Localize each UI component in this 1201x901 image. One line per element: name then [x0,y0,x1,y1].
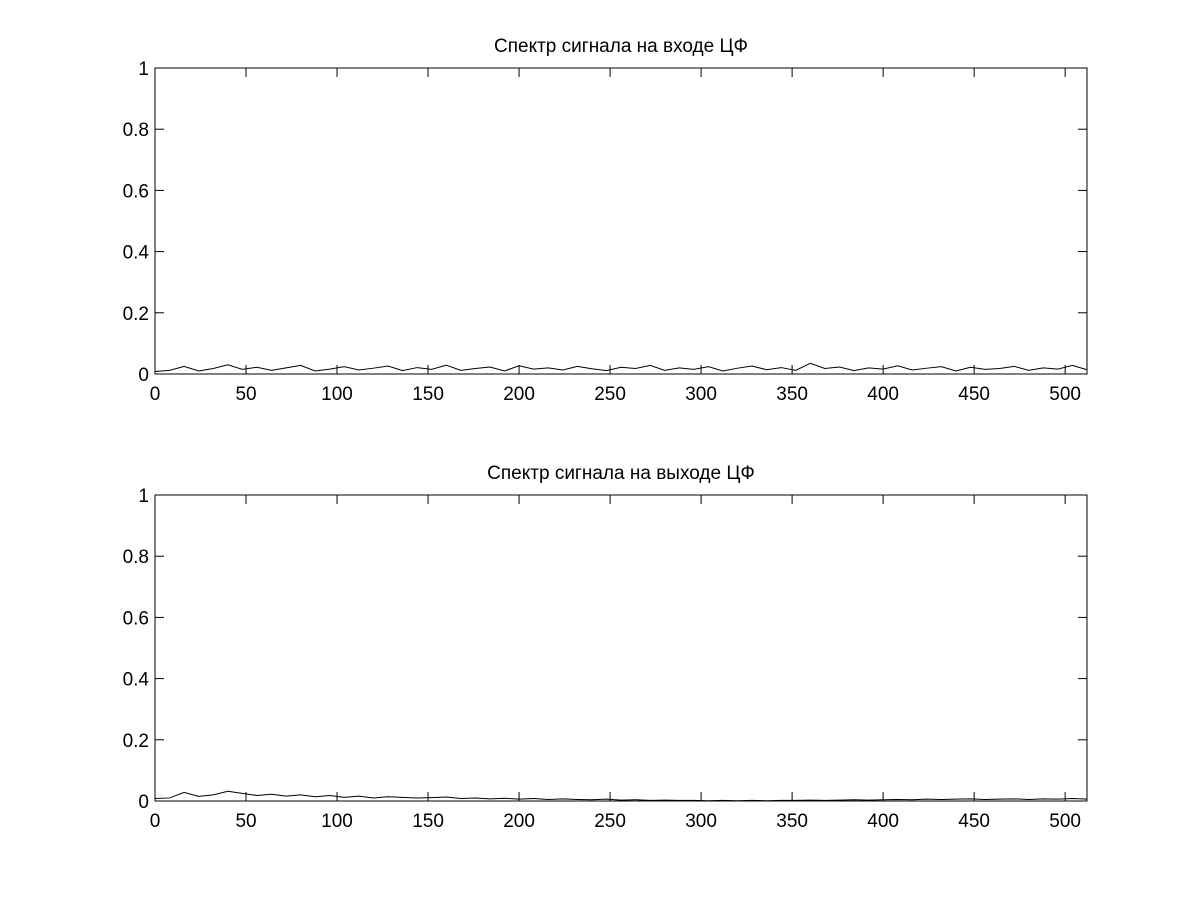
y-tick-label: 0.2 [123,304,149,325]
y-tick-label: 0.2 [123,731,149,752]
y-tick-label: 0.6 [123,608,149,629]
y-tick-label: 1 [138,486,149,507]
y-tick-label: 0.4 [123,243,150,264]
x-tick-label: 0 [150,811,161,832]
axes-box [154,67,1088,375]
x-tick-label: 100 [321,811,353,832]
x-tick-label: 250 [594,811,626,832]
x-tick-label: 450 [958,811,990,832]
x-tick-label: 0 [150,384,161,405]
y-tick-label: 0.8 [123,547,149,568]
x-tick-label: 150 [412,811,444,832]
spectrum-line [154,790,1088,802]
y-tick-label: 1 [138,59,149,80]
x-tick-label: 350 [776,384,808,405]
x-tick-label: 400 [867,811,899,832]
x-tick-label: 300 [685,384,717,405]
subplot: Спектр сигнала на входе ЦФ 0 50 100 150 200 25… [123,36,1088,405]
x-tick-label: 500 [1049,811,1081,832]
chart-title: Спектр сигнала на выходе ЦФ [487,463,755,484]
x-tick-label: 400 [867,384,899,405]
subplot: Спектр сигнала на выходе ЦФ 0 50 100 150 200 2… [123,463,1088,832]
x-tick-label: 200 [503,811,535,832]
y-tick-label: 0.4 [123,670,150,691]
x-tick-label: 150 [412,384,444,405]
chart-title: Спектр сигнала на входе ЦФ [494,36,748,57]
x-tick-label: 200 [503,384,535,405]
y-tick-label: 0.6 [123,181,149,202]
x-tick-label: 50 [235,384,256,405]
x-tick-label: 50 [235,811,256,832]
plot-area [155,68,1087,374]
axes-box [154,494,1088,802]
x-tick-label: 500 [1049,384,1081,405]
y-tick-label: 0 [138,365,149,386]
spectrum-line [154,362,1088,373]
x-tick-label: 350 [776,811,808,832]
x-tick-label: 450 [958,384,990,405]
x-tick-label: 100 [321,384,353,405]
plot-area [155,495,1087,801]
y-tick-label: 0 [138,792,149,813]
y-tick-label: 0.8 [123,120,149,141]
x-tick-label: 300 [685,811,717,832]
x-tick-label: 250 [594,384,626,405]
